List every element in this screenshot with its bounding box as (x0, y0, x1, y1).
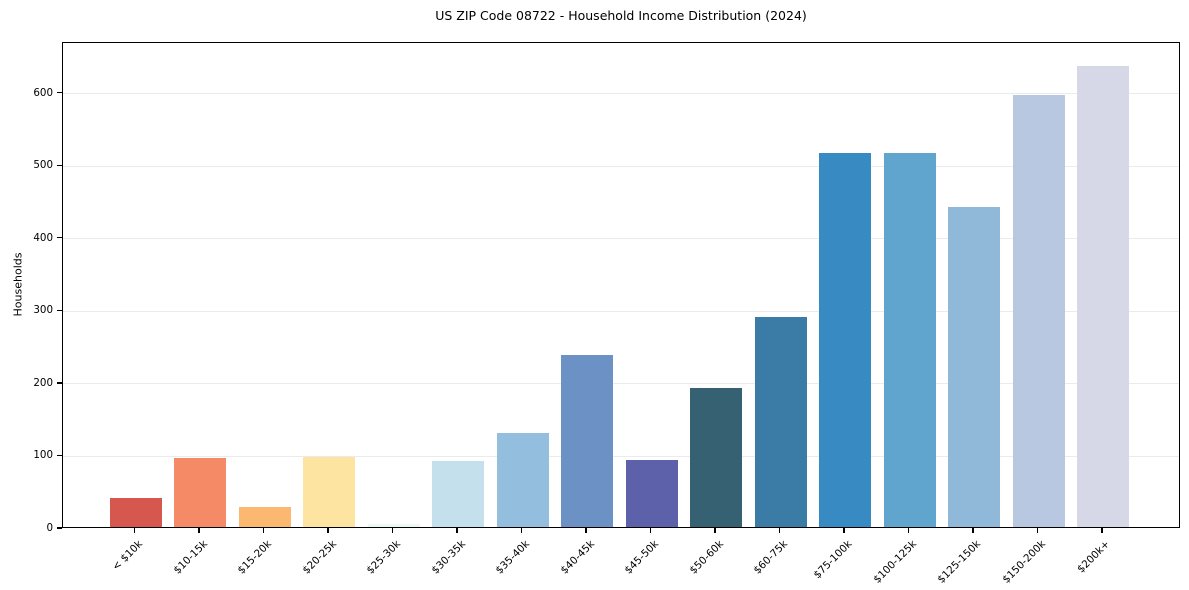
x-tick (649, 528, 652, 533)
bar (690, 387, 742, 527)
bar (432, 461, 484, 527)
x-tick (520, 528, 523, 533)
bar (883, 152, 936, 527)
x-tick (714, 528, 716, 533)
bar (819, 152, 871, 527)
y-axis-label: Households (11, 252, 25, 317)
bar (754, 317, 807, 527)
x-tick (585, 528, 587, 533)
gridline (63, 165, 1179, 167)
x-tick (907, 528, 910, 533)
x-tick-label: $40-45k (557, 538, 597, 577)
x-tick (133, 528, 136, 533)
y-tick (57, 164, 62, 166)
bar (496, 432, 549, 527)
x-tick-label: $60-75k (751, 538, 790, 577)
bar (109, 498, 162, 527)
y-tick (57, 454, 62, 457)
x-tick (1036, 528, 1039, 533)
x-tick-label: $150-200k (1000, 538, 1048, 586)
x-tick-label: $45-50k (622, 538, 661, 577)
x-tick-label: $10-15k (170, 538, 210, 577)
y-tick (57, 527, 62, 529)
x-tick-label: $30-35k (428, 538, 468, 577)
x-tick-label: $50-60k (686, 538, 726, 577)
y-tick-label: 400 (33, 231, 53, 244)
x-tick-label: < $10k (109, 538, 145, 574)
plot-area (62, 42, 1180, 528)
x-tick-label: $15-20k (235, 538, 274, 577)
x-tick (456, 528, 458, 533)
chart-title: US ZIP Code 08722 - Household Income Dis… (435, 8, 807, 23)
x-tick (198, 528, 200, 533)
gridline (63, 93, 1179, 95)
x-tick-label: $200k+ (1075, 538, 1113, 576)
bar (1077, 65, 1129, 527)
y-tick-label: 0 (46, 522, 53, 534)
y-tick-label: 300 (33, 304, 53, 317)
gridline (63, 310, 1179, 312)
y-tick-label: 100 (33, 449, 53, 462)
gridline (63, 455, 1179, 457)
x-tick (391, 528, 394, 533)
bar (238, 506, 291, 527)
bar (174, 458, 226, 527)
y-tick (57, 382, 62, 384)
x-tick-label: $20-25k (299, 538, 339, 577)
x-tick-label: $25-30k (364, 538, 403, 577)
x-tick (778, 528, 781, 533)
x-tick (262, 528, 265, 533)
y-tick (57, 309, 62, 312)
bar (303, 457, 355, 527)
y-tick (57, 237, 62, 239)
bar (948, 207, 1000, 527)
gridline (63, 238, 1179, 240)
y-tick-label: 500 (33, 159, 53, 172)
x-tick-label: $100-125k (871, 538, 919, 586)
x-tick (972, 528, 974, 533)
y-tick-label: 200 (33, 376, 53, 389)
y-tick-label: 600 (33, 86, 53, 99)
x-tick-label: $75-100k (811, 538, 855, 582)
x-tick (327, 528, 329, 533)
bar (561, 355, 613, 527)
x-tick (843, 528, 845, 533)
gridline (63, 383, 1179, 385)
x-tick (1101, 528, 1103, 533)
y-tick (57, 92, 62, 94)
x-tick-label: $35-40k (493, 538, 532, 577)
bar (625, 459, 678, 527)
bar (1012, 95, 1065, 527)
x-tick-label: $125-150k (935, 538, 984, 586)
bar (367, 524, 420, 527)
